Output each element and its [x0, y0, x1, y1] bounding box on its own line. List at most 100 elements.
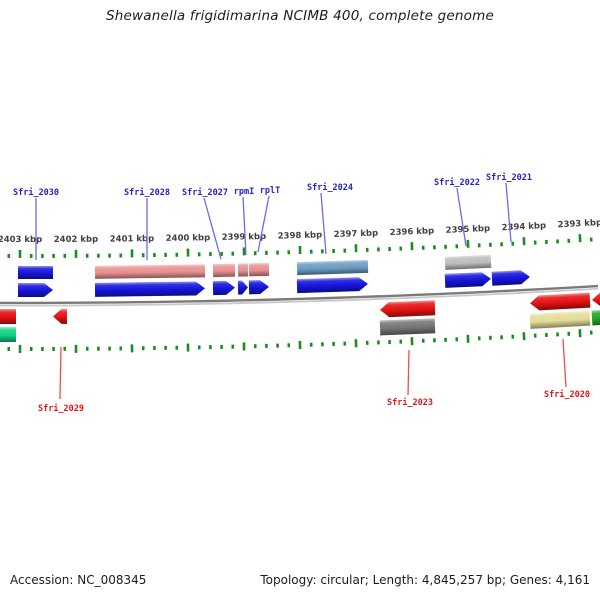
ruler-tick [164, 345, 167, 350]
ruler-tick [97, 253, 100, 258]
gene-label-Sfri_2022[interactable]: Sfri_2022 [434, 177, 480, 188]
leader-line-Sfri_2022 [456, 187, 467, 247]
ruler-tick [444, 337, 447, 342]
ruler-tick [63, 253, 67, 258]
ruler-tick [477, 243, 481, 248]
ruler-tick [119, 253, 123, 258]
ruler-tick [354, 244, 358, 253]
ruler-tick [130, 249, 134, 258]
gene-label-rpmI[interactable]: rpmI [234, 187, 254, 197]
ruler-tick [74, 249, 78, 258]
ruler-tick [500, 242, 503, 247]
leader-line-Sfri_2027 [203, 197, 222, 260]
gene-label-Sfri_2020[interactable]: Sfri_2020 [544, 389, 590, 400]
backbone [0, 284, 599, 307]
ruler-tick [108, 346, 111, 351]
ruler-tick [589, 330, 593, 335]
gene-class-box-Sfri_2020[interactable] [529, 310, 591, 329]
ruler-tick [231, 344, 235, 349]
ruler-tick [533, 333, 537, 338]
gene-arrow-Sfri_2027[interactable] [212, 280, 235, 296]
gene-class-box-Sfri_2024[interactable] [296, 259, 369, 276]
ruler-tick [455, 244, 459, 249]
gene-label-Sfri_2024[interactable]: Sfri_2024 [307, 182, 353, 193]
ruler-tick [511, 241, 515, 246]
ruler-tick [18, 345, 22, 354]
ruler-tick [477, 336, 481, 341]
gene-arrow-Sfri_2030[interactable] [17, 282, 53, 298]
gene-class-box-Sfri_2023[interactable] [379, 318, 436, 336]
gene-arrow-partial[interactable] [0, 308, 17, 325]
gene-label-Sfri_2023[interactable]: Sfri_2023 [387, 397, 433, 408]
gene-arrow-Sfri_2020[interactable] [530, 292, 591, 311]
lower-ruler [7, 329, 593, 354]
ruler-tick [29, 254, 33, 259]
ruler-tick [242, 247, 246, 256]
ruler-tick [489, 242, 492, 247]
ruler-tick [85, 346, 89, 351]
ruler-tick [522, 332, 526, 341]
gene-arrow-Sfri_2029[interactable] [53, 308, 68, 324]
ruler-tick [388, 247, 391, 252]
ruler-tick [29, 347, 33, 352]
genome-stats-text: Topology: circular; Length: 4,845,257 bp… [260, 573, 590, 587]
gene-class-box-partial[interactable] [0, 326, 17, 343]
gene-label-Sfri_2021[interactable]: Sfri_2021 [486, 172, 532, 183]
leader-line-rplT [257, 195, 270, 253]
gene-class-box-Sfri_2028[interactable] [94, 264, 206, 279]
gene-arrow-Sfri_2028[interactable] [94, 281, 205, 297]
gene-class-box-rpmI[interactable] [237, 263, 249, 277]
gene-arrow-partial[interactable] [592, 291, 600, 307]
gene-arrow-Sfri_2021[interactable] [491, 270, 531, 286]
gene-arrow-Sfri_2023[interactable] [380, 300, 436, 318]
ruler-tick [41, 346, 44, 351]
ruler-tick [265, 343, 268, 348]
ruler-tick [321, 342, 324, 347]
ruler-tick [365, 247, 369, 252]
ruler-tick [209, 345, 212, 350]
ruler-tick [343, 248, 347, 253]
gene-label-Sfri_2028[interactable]: Sfri_2028 [124, 187, 170, 198]
ruler-tick [186, 343, 190, 352]
gene-class-box-Sfri_2022[interactable] [444, 254, 492, 270]
ruler-tick [556, 239, 560, 244]
ruler-label: 2402 kbp [54, 235, 99, 245]
ruler-tick [141, 346, 145, 351]
leader-line-Sfri_2020 [562, 338, 567, 388]
ruler-tick [466, 334, 470, 343]
upper-ruler [7, 234, 593, 259]
gene-labels: Sfri_2030 Sfri_2028 Sfri_2027 rpmI rplT Sfri_… [13, 172, 590, 414]
ruler-tick [108, 253, 111, 258]
gene-class-box-partial[interactable] [591, 309, 600, 326]
ruler-tick [421, 338, 425, 343]
gene-class-box-Sfri_2030[interactable] [17, 265, 54, 280]
ruler-label: 2396 kbp [390, 226, 435, 238]
gene-label-Sfri_2029[interactable]: Sfri_2029 [38, 403, 84, 414]
accession-text: Accession: NC_008345 [10, 573, 147, 587]
ruler-tick [388, 340, 391, 345]
ruler-label: 2401 kbp [110, 234, 155, 245]
gene-class-box-Sfri_2027[interactable] [212, 263, 236, 278]
ruler-tick [197, 345, 201, 350]
gene-class-box-rplT[interactable] [248, 262, 270, 277]
page-title: Shewanella frigidimarina NCIMB 400, comp… [106, 8, 494, 24]
ruler-tick [365, 340, 369, 345]
ruler-tick [533, 240, 537, 245]
ruler-tick [7, 254, 11, 259]
ruler-tick [556, 332, 560, 337]
backbone-line-light [0, 287, 599, 307]
gene-arrow-rpmI[interactable] [237, 280, 248, 295]
ruler-tick [332, 248, 335, 254]
ruler-tick [309, 249, 313, 254]
gene-label-Sfri_2030[interactable]: Sfri_2030 [13, 187, 59, 198]
gene-arrow-Sfri_2022[interactable] [444, 272, 492, 288]
gene-label-rplT[interactable]: rplT [260, 186, 280, 196]
ruler-tick [209, 252, 212, 257]
ruler-tick [309, 342, 313, 347]
ruler-tick [343, 341, 347, 346]
ruler-tick [85, 253, 89, 258]
gene-label-Sfri_2027[interactable]: Sfri_2027 [182, 187, 228, 198]
gene-arrow-rplT[interactable] [248, 280, 269, 295]
gene-arrow-Sfri_2024[interactable] [296, 277, 368, 294]
